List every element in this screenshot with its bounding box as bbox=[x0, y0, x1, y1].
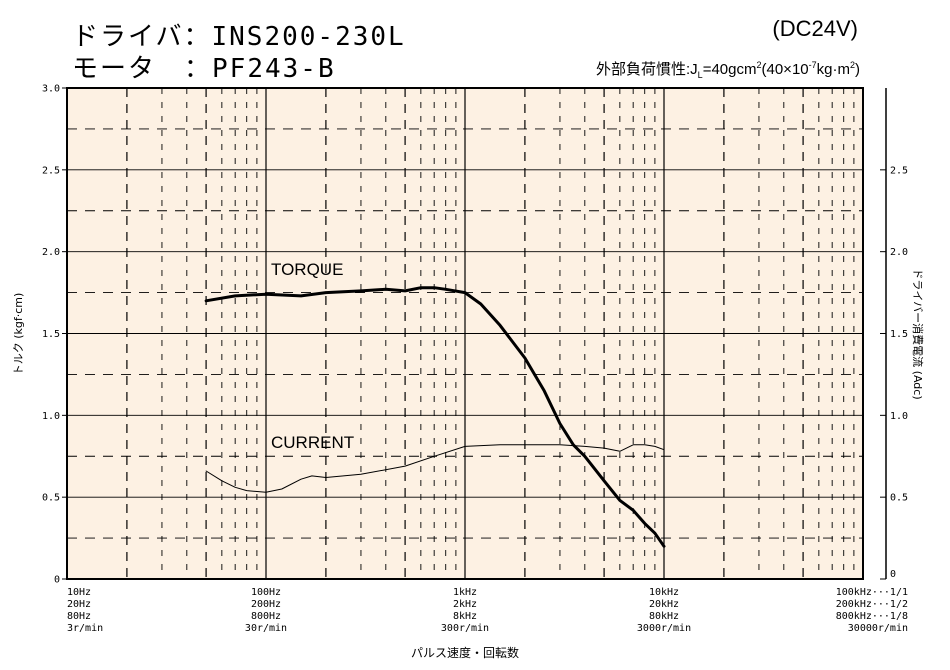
x-tick-label: 800kHz···1/8 bbox=[836, 611, 908, 622]
x-tick-label: 100Hz bbox=[251, 587, 281, 598]
inertia-unit: kg·m bbox=[816, 61, 850, 78]
x-tick-label: 800Hz bbox=[251, 611, 281, 622]
x-tick-label: 30000r/min bbox=[848, 623, 908, 634]
driver-separator: ： bbox=[183, 22, 212, 52]
x-tick-label: 20Hz bbox=[67, 599, 91, 610]
right-y-tick-label: 1.0 bbox=[890, 411, 908, 422]
grid-lines bbox=[67, 88, 863, 579]
inertia-paren: (40×10 bbox=[761, 61, 809, 78]
inertia-value: 40gcm bbox=[711, 61, 757, 78]
right-y-title: ドライバー消費電流 (Adc) bbox=[911, 268, 925, 399]
x-tick-label: 3000r/min bbox=[637, 623, 691, 634]
x-tick-label: 300r/min bbox=[441, 623, 489, 634]
driver-label: ドライバ bbox=[72, 22, 184, 52]
left-y-tick-label: 3.0 bbox=[42, 84, 60, 95]
x-tick-label: 100kHz···1/1 bbox=[836, 587, 908, 598]
x-tick-label: 2kHz bbox=[453, 599, 477, 610]
left-y-tick-label: 2.0 bbox=[42, 247, 60, 258]
motor-separator: ： bbox=[156, 54, 213, 84]
current-line bbox=[205, 444, 665, 493]
left-y-tick-label: 2.5 bbox=[42, 165, 60, 176]
driver-model: INS200-230L bbox=[211, 22, 406, 52]
left-y-tick-label: 1.5 bbox=[42, 329, 60, 340]
right-y-tick-label: 1.5 bbox=[890, 329, 908, 340]
motor-label: モータ bbox=[72, 54, 157, 84]
right-y-tick-label: 0.5 bbox=[890, 493, 908, 504]
left-y-tick-label: 1.0 bbox=[42, 411, 60, 422]
left-y-title: トルク (kgf·cm) bbox=[12, 293, 25, 376]
left-y-ticks: 0 0.5 1.0 1.5 2.0 2.5 3.0 bbox=[42, 84, 67, 586]
motor-row: モータ ：PF243-B bbox=[72, 48, 336, 85]
left-y-tick-label: 0.5 bbox=[42, 493, 60, 504]
x-tick-label: 10Hz bbox=[67, 587, 91, 598]
x-tick-label: 8kHz bbox=[453, 611, 477, 622]
right-y-tick-label: 2.0 bbox=[890, 247, 908, 258]
x-axis-title: パルス速度・回転数 bbox=[411, 645, 519, 660]
right-y-ticks: 0 0.5 1.0 1.5 2.0 2.5 bbox=[880, 165, 908, 580]
driver-row: ドライバ：INS200-230L bbox=[72, 16, 406, 53]
current-label: CURRENT bbox=[271, 433, 354, 452]
motor-model: PF243-B bbox=[212, 54, 336, 84]
x-tick-label: 200kHz···1/2 bbox=[836, 599, 908, 610]
left-y-tick-label: 0 bbox=[54, 575, 60, 586]
x-tick-label: 3r/min bbox=[67, 623, 103, 634]
right-y-tick-label: 0 bbox=[890, 569, 896, 580]
x-tick-label: 80Hz bbox=[67, 611, 91, 622]
x-tick-label: 20kHz bbox=[649, 599, 679, 610]
right-y-tick-label: 2.5 bbox=[890, 165, 908, 176]
inertia-sq: 2 bbox=[849, 60, 855, 70]
x-tick-label: 1kHz bbox=[453, 587, 477, 598]
x-tick-label: 30r/min bbox=[245, 623, 287, 634]
torque-line bbox=[204, 286, 666, 548]
inertia-exp: -7 bbox=[808, 60, 817, 70]
x-tick-label: 200Hz bbox=[251, 599, 281, 610]
load-inertia-label: 外部負荷慣性:JL=40gcm2(40×10-7kg·m2) bbox=[596, 60, 860, 80]
inertia-prefix: 外部負荷慣性: bbox=[596, 61, 691, 78]
x-tick-label: 10kHz bbox=[649, 587, 679, 598]
x-tick-label: 80kHz bbox=[649, 611, 679, 622]
voltage-label: (DC24V) bbox=[772, 16, 858, 41]
series-lines: TORQUE CURRENT bbox=[204, 260, 666, 548]
torque-label: TORQUE bbox=[271, 260, 343, 279]
